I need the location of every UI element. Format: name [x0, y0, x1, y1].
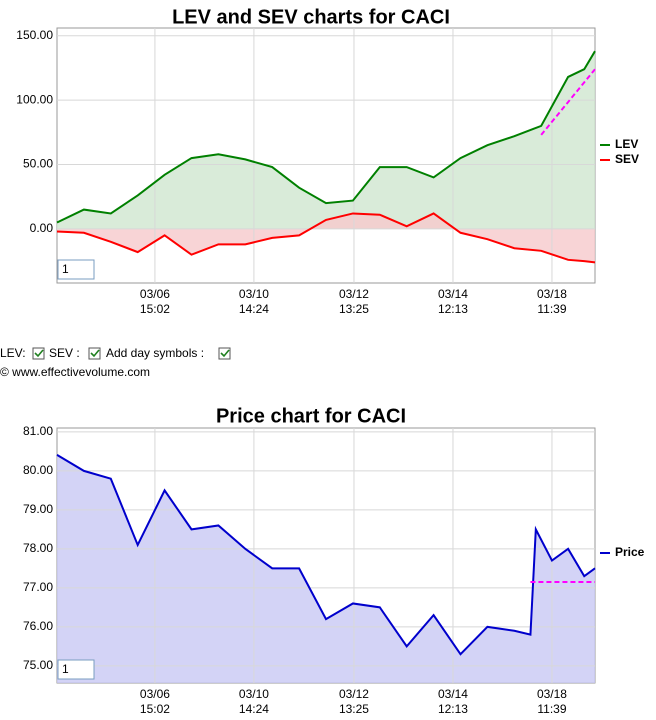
- x-tick-line: 11:39: [537, 702, 566, 716]
- x-tick-label: 03/14 12:13: [438, 687, 468, 716]
- x-tick-label: 03/10 14:24: [239, 287, 269, 316]
- chart-title: Price chart for CACI: [216, 405, 406, 427]
- y-tick-label: 50.00: [23, 157, 53, 171]
- x-tick-line: 03/14: [438, 287, 468, 301]
- legend-label: LEV: [615, 137, 638, 151]
- series-line: [56, 454, 596, 656]
- y-tick-label: 150.00: [16, 28, 53, 42]
- area-fill: [57, 454, 595, 683]
- area-fill: [57, 51, 595, 229]
- x-tick-line: 03/12: [339, 287, 369, 301]
- y-tick-label: 81.00: [23, 424, 53, 438]
- x-tick-line: 12:13: [438, 702, 468, 716]
- trend-line: [540, 68, 596, 136]
- y-tick-label: 75.00: [23, 658, 53, 672]
- x-tick-label: 03/06 15:02: [140, 287, 170, 316]
- area-fill: [57, 213, 595, 263]
- check: [34, 349, 44, 358]
- x-tick-line: 13:25: [339, 702, 369, 716]
- y-tick-label: 78.00: [23, 541, 53, 555]
- check: [90, 349, 100, 358]
- x-tick-line: 03/12: [339, 687, 369, 701]
- x-tick-line: 14:24: [239, 702, 269, 716]
- series-line: [56, 212, 596, 264]
- x-tick-line: 12:13: [438, 302, 468, 316]
- copyright: © www.effectivevolume.com: [0, 365, 150, 379]
- x-tick-line: 15:02: [140, 302, 170, 316]
- checkbox[interactable]: [88, 347, 101, 360]
- checkbox-label: SEV :: [49, 346, 80, 360]
- x-tick-line: 03/10: [239, 287, 269, 301]
- x-tick-line: 13:25: [339, 302, 369, 316]
- y-tick-label: 0.00: [30, 221, 54, 235]
- checkbox-label: Add day symbols :: [106, 346, 204, 360]
- y-tick-label: 77.00: [23, 580, 53, 594]
- series-line: [56, 50, 596, 224]
- x-tick-label: 03/12 13:25: [339, 687, 369, 716]
- x-tick-line: 03/10: [239, 687, 269, 701]
- x-tick-line: 11:39: [537, 302, 566, 316]
- checkbox[interactable]: [218, 347, 231, 360]
- input-value: 1: [62, 262, 69, 276]
- input-box[interactable]: [57, 659, 95, 680]
- x-tick-line: 03/18: [537, 687, 567, 701]
- x-tick-label: 03/18 11:39: [537, 687, 567, 716]
- x-tick-label: 03/18 11:39: [537, 287, 567, 316]
- input-box[interactable]: [57, 259, 95, 280]
- x-tick-label: 03/12 13:25: [339, 287, 369, 316]
- y-tick-label: 100.00: [16, 92, 53, 106]
- check: [220, 349, 230, 358]
- x-tick-line: 03/18: [537, 287, 567, 301]
- input-value: 1: [62, 662, 69, 676]
- x-tick-label: 03/10 14:24: [239, 687, 269, 716]
- legend-label: Price: [615, 545, 645, 559]
- x-tick-label: 03/06 15:02: [140, 687, 170, 716]
- legend-label: SEV: [615, 152, 639, 166]
- y-tick-label: 80.00: [23, 463, 53, 477]
- checkbox-label: LEV:: [0, 346, 26, 360]
- chart-title: LEV and SEV charts for CACI: [172, 6, 450, 28]
- x-tick-line: 15:02: [140, 702, 170, 716]
- x-tick-line: 03/06: [140, 287, 170, 301]
- x-tick-line: 03/06: [140, 687, 170, 701]
- checkbox[interactable]: [32, 347, 45, 360]
- x-tick-label: 03/14 12:13: [438, 287, 468, 316]
- y-tick-label: 79.00: [23, 502, 53, 516]
- y-tick-label: 76.00: [23, 619, 53, 633]
- x-tick-line: 14:24: [239, 302, 269, 316]
- x-tick-line: 03/14: [438, 687, 468, 701]
